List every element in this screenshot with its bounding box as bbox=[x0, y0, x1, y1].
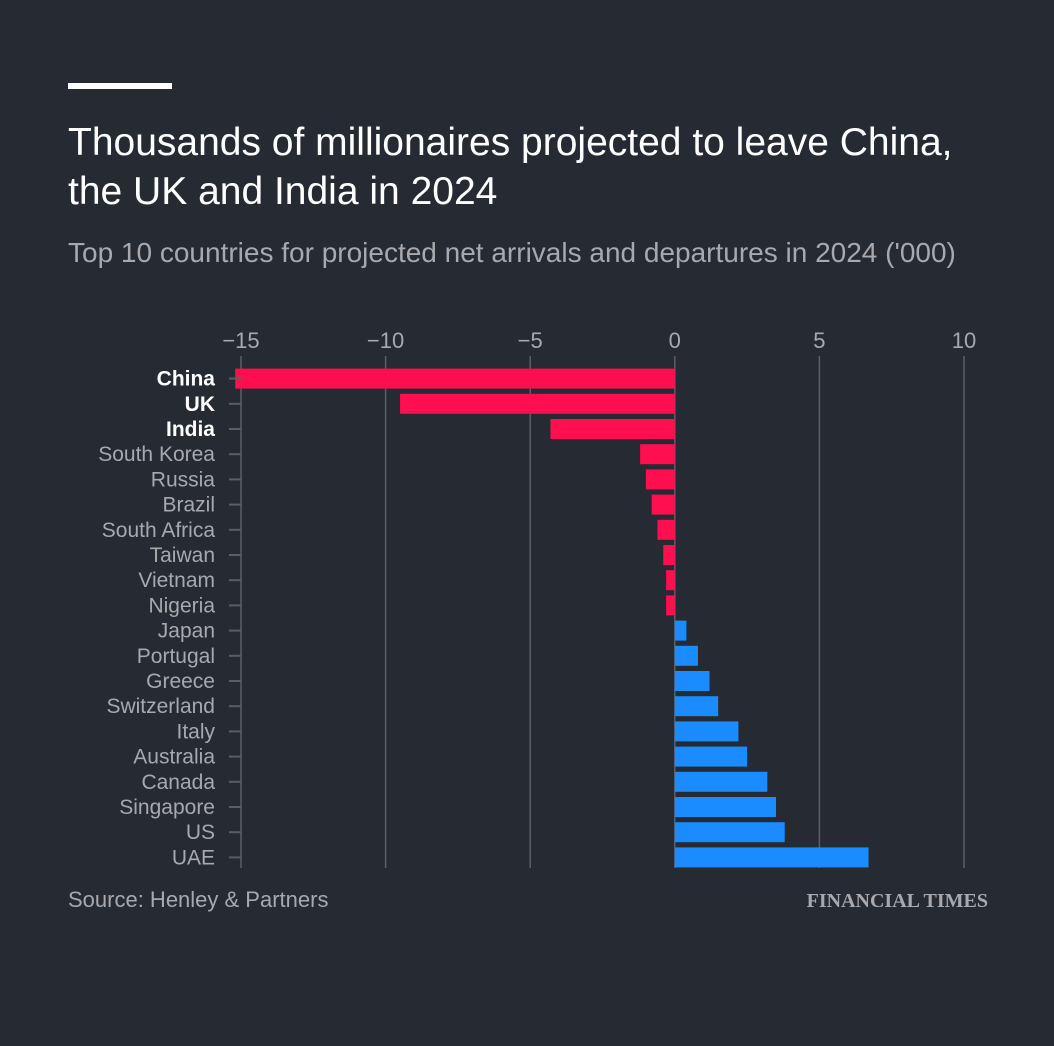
bar bbox=[674, 645, 698, 666]
bar bbox=[674, 797, 777, 817]
category-label: Portugal bbox=[137, 645, 215, 668]
bar bbox=[550, 419, 675, 439]
bar bbox=[663, 545, 675, 565]
source-note: Source: Henley & Partners bbox=[68, 887, 329, 912]
bar bbox=[235, 368, 675, 389]
x-tick-label: 10 bbox=[952, 328, 976, 353]
category-label: Nigeria bbox=[148, 594, 215, 617]
category-label: China bbox=[157, 368, 216, 391]
bar bbox=[651, 494, 675, 515]
category-label: US bbox=[186, 821, 215, 844]
bar bbox=[674, 822, 785, 843]
x-tick-label: −5 bbox=[518, 328, 543, 353]
bar bbox=[674, 696, 719, 717]
bar bbox=[674, 620, 687, 641]
category-label: South Korea bbox=[98, 443, 215, 466]
category-label: Singapore bbox=[119, 796, 215, 819]
x-tick-label: 5 bbox=[813, 328, 825, 353]
category-label: South Africa bbox=[102, 519, 216, 542]
category-label: Taiwan bbox=[150, 544, 215, 567]
category-label: Japan bbox=[158, 620, 215, 643]
publisher-logo: FINANCIAL TIMES bbox=[806, 890, 988, 912]
x-tick-label: −15 bbox=[222, 328, 259, 353]
bar bbox=[674, 671, 710, 691]
category-label: Switzerland bbox=[106, 695, 215, 718]
bar bbox=[657, 519, 675, 540]
bar bbox=[666, 570, 675, 591]
bar bbox=[674, 771, 768, 792]
bar bbox=[645, 469, 675, 490]
category-label: Italy bbox=[176, 720, 215, 743]
accent-rule bbox=[68, 83, 172, 89]
bar bbox=[400, 393, 675, 414]
category-label: UK bbox=[185, 393, 215, 416]
chart-title: Thousands of millionaires projected to l… bbox=[68, 121, 953, 213]
bar bbox=[674, 746, 748, 767]
category-label: Russia bbox=[151, 468, 216, 491]
bar bbox=[640, 444, 675, 465]
category-label: Canada bbox=[141, 771, 215, 794]
category-label: Australia bbox=[133, 746, 215, 769]
category-label: Vietnam bbox=[138, 569, 215, 592]
bar bbox=[674, 847, 869, 868]
bar bbox=[674, 721, 739, 742]
category-label: UAE bbox=[172, 846, 215, 869]
category-label: Brazil bbox=[162, 494, 215, 517]
category-label: Greece bbox=[146, 670, 215, 693]
category-label: India bbox=[166, 418, 215, 441]
x-tick-label: −10 bbox=[367, 328, 404, 353]
x-tick-label: 0 bbox=[669, 328, 681, 353]
bar bbox=[666, 595, 675, 616]
chart-subtitle: Top 10 countries for projected net arriv… bbox=[68, 237, 956, 268]
